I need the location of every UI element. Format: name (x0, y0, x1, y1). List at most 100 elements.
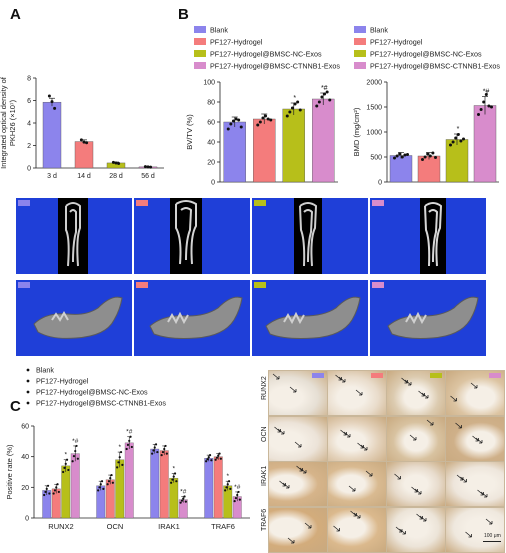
c-point (116, 466, 119, 469)
b1-bar-3 (312, 98, 335, 183)
c-point (224, 489, 227, 492)
b1-ytick-label: 80 (207, 100, 215, 107)
legend-b2-swatch-1 (354, 38, 366, 45)
c-point (53, 489, 57, 492)
a-ytick-label: 6 (27, 98, 31, 105)
a-bar-0 (42, 101, 62, 169)
arrow-icon (360, 444, 368, 450)
b1-point (323, 92, 327, 96)
b2-point (403, 153, 407, 157)
c-annotation: *# (234, 484, 241, 491)
histology-tile (445, 415, 505, 462)
b2-point (459, 139, 463, 143)
c-annotation: * (226, 473, 229, 480)
b1-point (264, 114, 268, 118)
arrow-icon (472, 435, 479, 441)
histology-tile (268, 415, 328, 462)
arrow-markers (465, 518, 493, 537)
c-xtick-label: OCN (107, 522, 124, 531)
c-point (229, 487, 232, 490)
a-xtick-label: 56 d (141, 173, 155, 180)
b1-point (298, 108, 302, 112)
c-point (46, 484, 50, 487)
b2-point (431, 151, 435, 155)
a-point (47, 94, 51, 98)
b1-point (261, 116, 265, 120)
arrow-markers (287, 522, 312, 543)
group-tag-nc (254, 200, 266, 206)
arrow-icon (455, 422, 462, 428)
c-point (161, 450, 165, 454)
mandible-3d (33, 296, 123, 339)
arrow-icon (450, 395, 457, 402)
b2-bar-0 (389, 155, 413, 183)
legend-b1-label-2: PF127-Hydrogel@BMSC-NC-Exos (210, 50, 322, 59)
arrow-icon (343, 431, 351, 437)
b2-annotation: * (457, 126, 460, 133)
legend-b1-label-1: PF127-Hydrogel (210, 38, 263, 47)
c-annotation: * (172, 466, 175, 473)
a-xtick-label: 14 d (77, 173, 91, 180)
c-point (182, 497, 185, 500)
ct-3d-pf127 (134, 280, 250, 356)
histology-tile (386, 461, 446, 507)
a-xtick-label: 3 d (47, 173, 57, 180)
c-point (117, 461, 120, 464)
c-point (125, 447, 128, 451)
b1-point (328, 98, 332, 102)
ct-slice-nc (252, 198, 368, 274)
arrow-icon (365, 470, 373, 477)
mandible-3d (265, 296, 361, 339)
arrow-icon (416, 513, 423, 519)
c-point (183, 495, 186, 498)
c-point (154, 443, 158, 446)
c-point (56, 483, 59, 486)
b2-point (423, 155, 427, 159)
c-point (234, 496, 238, 500)
c-point (151, 452, 154, 455)
group-tag-blank (18, 200, 30, 206)
arrow-markers (409, 419, 434, 440)
a-ylabel: Integrated optical density ofPKH26 (×10⁷… (0, 76, 17, 169)
b1-point (226, 127, 230, 131)
c-point (215, 456, 219, 459)
arrow-icon (274, 426, 281, 432)
c-point (233, 500, 236, 503)
legend-b1-swatch-2 (194, 50, 206, 57)
hist-row-label-ocn: OCN (261, 426, 268, 442)
a-point (79, 138, 83, 142)
arrow-icon (333, 525, 340, 531)
c-point (225, 486, 228, 489)
arrow-icon (299, 467, 307, 474)
c-point (180, 499, 184, 502)
c-point (65, 458, 69, 461)
legend-c-marker-2 (26, 390, 30, 394)
histology-tile (327, 461, 387, 507)
a-point (114, 161, 118, 165)
arrow-icon (394, 473, 401, 480)
c-point (43, 493, 46, 497)
c-point (52, 492, 55, 495)
c-point (57, 490, 60, 494)
b2-ytick-label: 2000 (366, 80, 382, 87)
mandible-3d (149, 296, 243, 339)
b1-point (258, 120, 262, 124)
arrow-icon (340, 429, 347, 435)
a-point (143, 165, 147, 169)
c-point (98, 486, 101, 489)
c-point (217, 454, 220, 457)
b2-ytick-label: 0 (378, 180, 382, 187)
c-point (171, 478, 174, 481)
group-tag-pf127 (136, 282, 148, 288)
c-point (109, 477, 112, 480)
c-ylabel: Positive rate (%) (5, 444, 14, 500)
b2-point (400, 155, 404, 159)
c-bar-2-1 (159, 450, 169, 519)
arrow-markers (279, 465, 307, 489)
b1-point (315, 104, 319, 108)
group-tag (311, 373, 324, 378)
arrow-icon (485, 518, 493, 524)
a-point (111, 160, 115, 164)
b1-ylabel: BV/TV (%) (185, 114, 194, 150)
a-point (117, 162, 121, 165)
